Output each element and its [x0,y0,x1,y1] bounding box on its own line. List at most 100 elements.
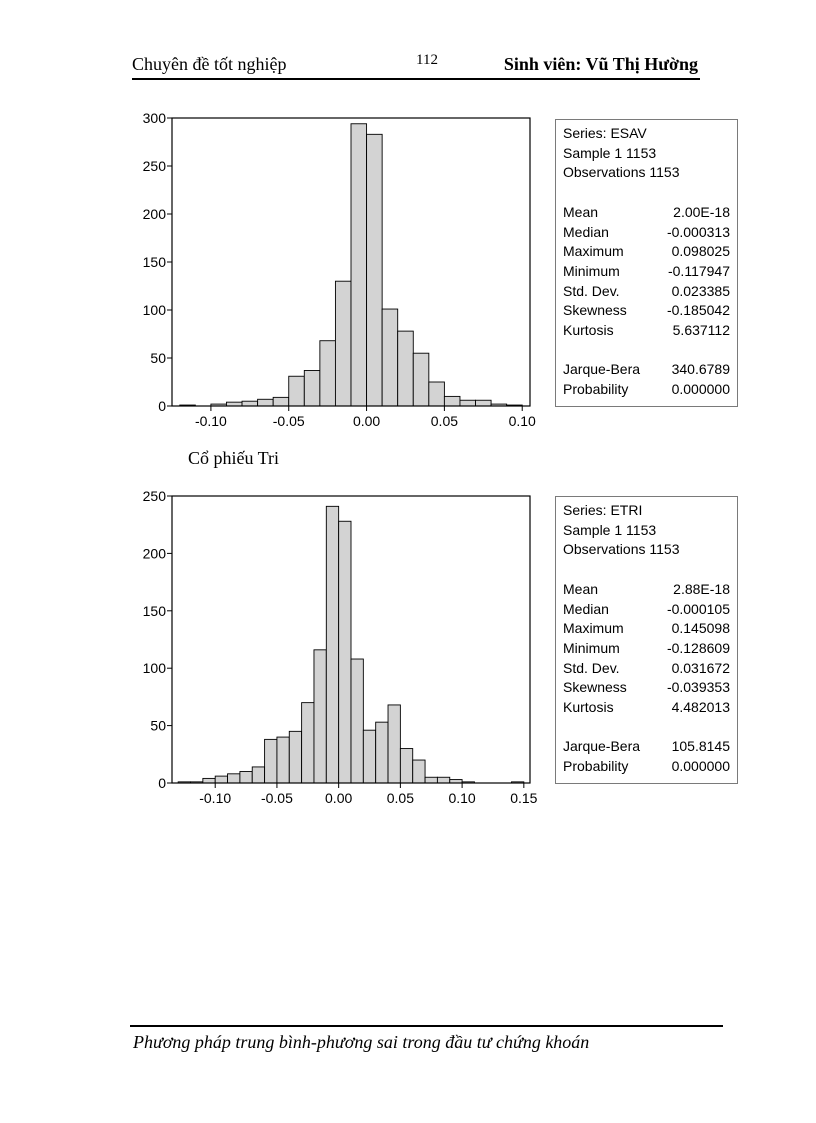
footer-subject: Phương pháp trung bình-phương sai trong … [133,1032,590,1052]
stats-header-line: Sample 1 1153 [563,144,730,164]
histogram-bar [475,399,492,407]
stat-label: Observations 1153 [563,541,680,558]
histogram-bar [288,375,305,407]
stat-label: Series: ESAV [563,125,647,141]
histogram-bar [257,398,274,407]
y-tick-label: 250 [143,158,167,174]
stat-row: Probability 0.000000 [563,380,730,400]
stat-row: Skewness -0.185042 [563,301,730,321]
histogram-bar [362,729,377,784]
stat-label: Kurtosis [563,322,614,339]
stat-row: Skewness -0.039353 [563,678,730,698]
histogram-bar [399,748,414,784]
stat-row: Kurtosis 4.482013 [563,698,730,718]
histogram-bar [288,730,303,784]
stat-label: Minimum [563,639,620,656]
header-student-name: Sinh viên: Vũ Thị Hường [503,54,698,74]
y-tick-label: 50 [150,350,166,366]
stats-spacer [563,183,730,203]
x-tick-label: 0.05 [387,790,414,806]
stats-box-etri: Series: ETRI Sample 1 1153 Observations 11… [555,496,738,784]
stat-row: Kurtosis 5.637112 [563,321,730,341]
histogram-bar [338,520,352,784]
stat-row: Std. Dev. 0.031672 [563,659,730,679]
stat-value: 0.000000 [671,758,730,775]
stat-label: Jarque-Bera [563,738,641,755]
stat-row: Probability 0.000000 [563,757,730,777]
y-tick-label: 100 [143,302,167,318]
stats-header-line: Sample 1 1153 [563,521,730,541]
histogram-bar [239,771,253,784]
stat-value: -0.117947 [667,262,730,279]
header-thesis-title: Chuyên đề tốt nghiệp [132,54,287,74]
stat-value: -0.039353 [666,679,730,696]
histogram-bar [459,399,476,407]
histogram-bar [319,340,336,407]
stats-header-line: Observations 1153 [563,540,730,560]
y-tick-label: 200 [143,206,167,222]
stat-value: -0.185042 [666,302,730,319]
stats-box-esav: Series: ESAV Sample 1 1153 Observations 11… [555,119,738,407]
stat-value: 0.031672 [671,659,730,676]
histogram-bar [366,133,383,407]
x-tick-label: 0.00 [325,790,352,806]
histogram-bar [303,370,321,407]
stat-label: Series: ETRI [563,502,643,518]
y-tick-label: 0 [158,775,166,791]
header-page-number: 112 [416,52,438,68]
y-tick-label: 50 [150,718,166,734]
stat-row: Median -0.000105 [563,600,730,620]
stats-header-line: Observations 1153 [563,163,730,183]
histogram-bar [264,738,278,784]
stat-label: Minimum [563,262,620,279]
histogram-bar [276,736,290,784]
stat-value: 0.000000 [671,381,730,398]
stats-header-line: Series: ESAV [563,124,730,144]
y-tick-label: 200 [143,545,167,561]
x-tick-label: 0.05 [431,413,458,429]
histogram-bar [214,775,228,784]
y-tick-label: 250 [143,488,167,504]
y-tick-label: 150 [143,603,167,619]
histogram-etri: 0 50 100 150 200 250 -0.10 -0.05 0.00 0.05 0.10 0.1… [143,488,538,806]
histogram-bar [202,777,216,784]
histogram-bar [350,658,364,784]
stat-label: Mean [563,203,599,220]
stat-row: Mean 2.00E-18 [563,203,730,223]
y-tick-label: 300 [143,110,167,126]
stat-value: 2.88E-18 [673,580,730,597]
histogram-bar [350,123,368,407]
stat-label: Maximum [563,243,624,260]
histogram-bar [272,396,290,407]
stat-value: -0.000105 [666,600,730,617]
stats-header-line: Series: ETRI [563,501,730,521]
stat-label: Skewness [563,679,627,696]
stat-label: Std. Dev. [563,659,620,676]
x-tick-label: 0.00 [353,413,380,429]
histogram-bar [424,776,438,784]
stat-label: Std. Dev. [563,282,620,299]
stat-value: 0.023385 [671,282,730,299]
stats-spacer [563,341,730,361]
caption-tri: Cổ phiếu Tri [188,448,280,468]
x-tick-label: -0.05 [273,413,305,429]
stat-value: 340.6789 [671,361,730,378]
page-footer: Phương pháp trung bình-phương sai trong … [130,1025,723,1052]
stat-value: 105.8145 [671,738,730,755]
stat-label: Sample 1 1153 [563,521,657,538]
y-tick-label: 150 [143,254,167,270]
histogram-bar [412,352,430,407]
x-tick-label: -0.10 [199,790,231,806]
stat-label: Probability [563,758,629,775]
histogram-bar [301,702,315,784]
stat-value: -0.000313 [666,223,730,240]
histogram-bar [412,759,426,784]
histogram-bar [381,308,399,407]
stats-spacer [563,560,730,580]
plot-frame [171,495,531,784]
stat-value: 0.145098 [671,620,730,637]
histogram-bar [251,766,266,784]
stat-row: Std. Dev. 0.023385 [563,282,730,302]
x-tick-label: -0.10 [195,413,227,429]
stat-label: Mean [563,580,599,597]
